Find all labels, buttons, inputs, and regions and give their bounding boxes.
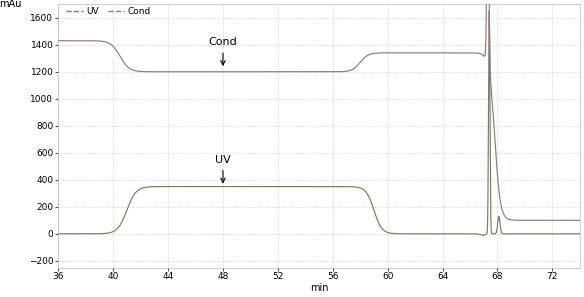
X-axis label: min: min [310, 283, 328, 293]
Legend: UV, Cond: UV, Cond [62, 4, 155, 20]
Y-axis label: mAu: mAu [0, 0, 22, 9]
Text: Cond: Cond [208, 37, 237, 65]
Text: UV: UV [215, 155, 231, 183]
